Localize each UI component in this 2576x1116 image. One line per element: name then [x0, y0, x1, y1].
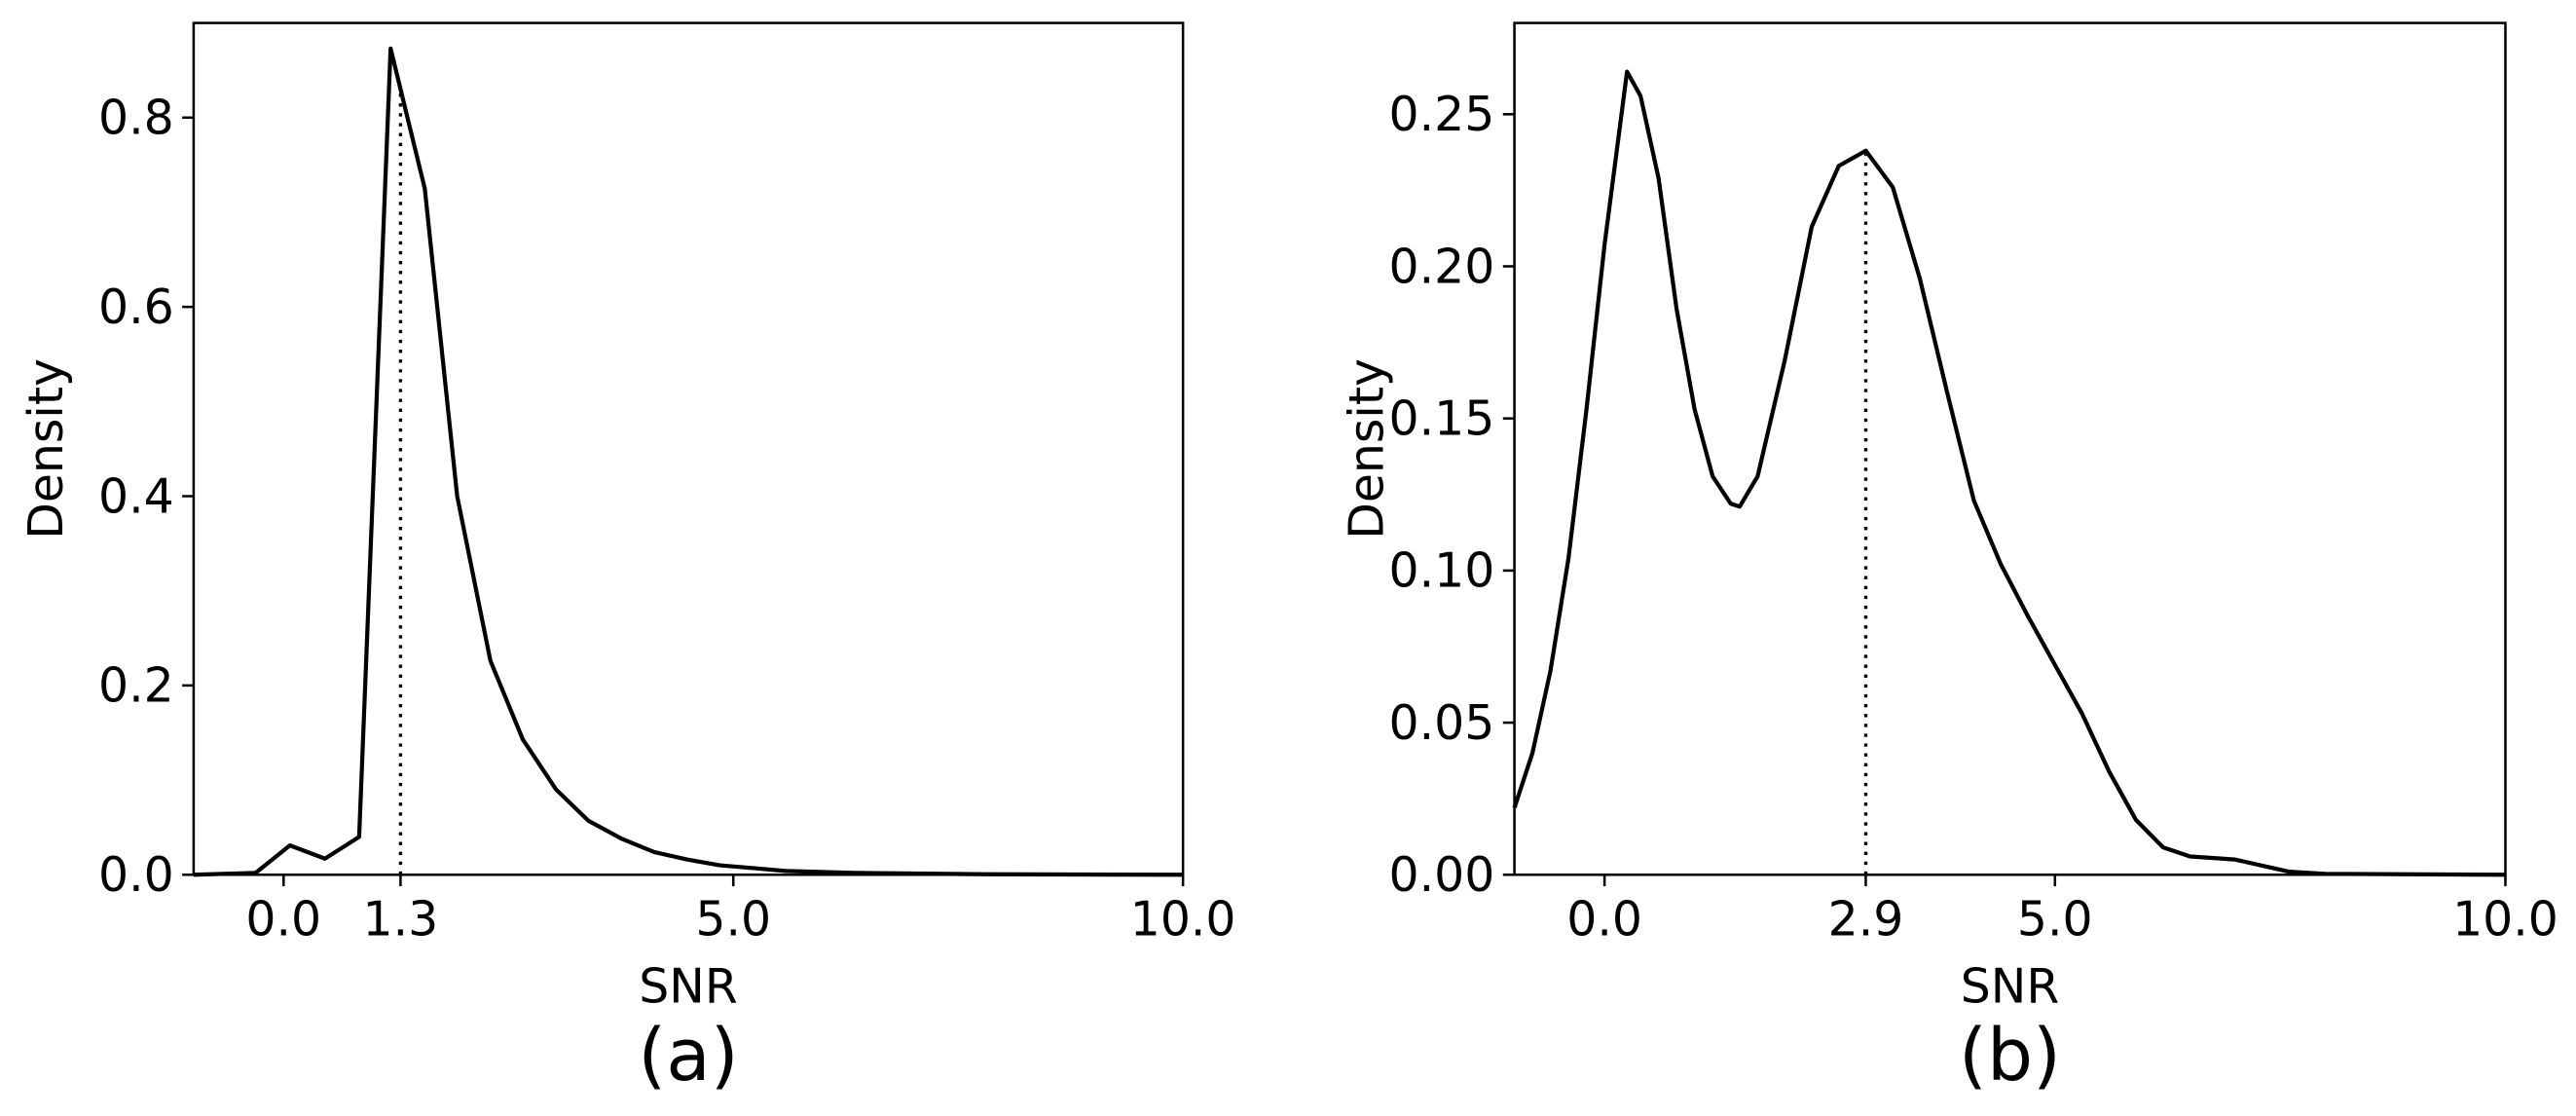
x-axis-label: SNR [1961, 959, 2060, 1015]
plot-frame [1513, 21, 2507, 876]
plot-frame [192, 21, 1185, 876]
y-tick-label: 0.00 [1389, 847, 1495, 903]
y-tick-label: 0.15 [1389, 391, 1495, 447]
x-tick-label: 0.0 [1566, 892, 1642, 948]
x-axis-label: SNR [639, 959, 738, 1015]
y-tick-label: 0.20 [1389, 239, 1495, 294]
density-line [193, 46, 1184, 877]
y-tick-label: 0.05 [1389, 695, 1495, 751]
x-tick-label: 10.0 [2452, 892, 2558, 948]
x-tick-label: 10.0 [1130, 892, 1236, 948]
y-tick-label: 0.2 [98, 658, 174, 714]
x-tick-label: 0.0 [245, 892, 321, 948]
y-tick-label: 0.6 [98, 279, 174, 335]
y-tick-label: 0.25 [1389, 87, 1495, 142]
y-tick-label: 0.10 [1389, 543, 1495, 599]
x-tick-label: 5.0 [695, 892, 771, 948]
x-tick-label: 2.9 [1828, 892, 1904, 948]
y-axis-label: Density [1340, 358, 1395, 539]
x-tick-label: 1.3 [363, 892, 439, 948]
density-line [1512, 69, 2506, 877]
y-axis-label: Density [18, 358, 74, 539]
y-tick-label: 0.0 [98, 847, 174, 903]
x-tick-label: 5.0 [2017, 892, 2093, 948]
caption: (a) [638, 1014, 738, 1097]
y-tick-label: 0.8 [98, 91, 174, 146]
y-tick-label: 0.4 [98, 468, 174, 524]
caption: (b) [1959, 1014, 2061, 1097]
